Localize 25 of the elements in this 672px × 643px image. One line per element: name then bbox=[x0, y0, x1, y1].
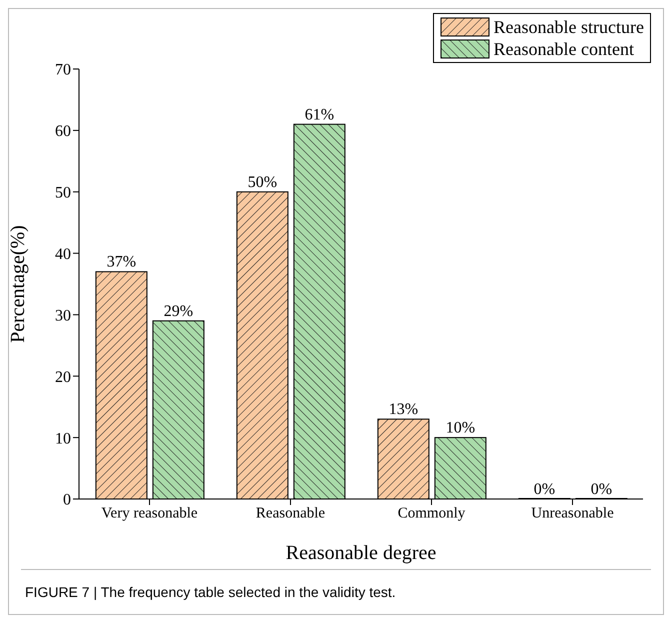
y-tick-label: 0 bbox=[63, 492, 71, 509]
data-label: 0% bbox=[590, 481, 612, 498]
x-tick-label: Reasonable bbox=[256, 506, 326, 522]
x-tick-label: Commonly bbox=[398, 506, 466, 522]
y-tick-label: 40 bbox=[55, 246, 71, 263]
x-axis-title: Reasonable degree bbox=[286, 542, 436, 564]
data-label: 50% bbox=[248, 174, 278, 191]
x-tick-label: Unreasonable bbox=[531, 506, 614, 522]
y-tick-label: 70 bbox=[55, 62, 71, 79]
legend-label: Reasonable structure bbox=[494, 16, 644, 38]
x-tick-label: Very reasonable bbox=[101, 506, 198, 522]
legend-label: Reasonable content bbox=[494, 38, 634, 60]
caption: FIGURE 7 | The frequency table selected in the validity test. bbox=[21, 569, 651, 614]
data-label: 13% bbox=[388, 401, 418, 418]
data-label: 10% bbox=[446, 420, 476, 437]
data-label: 37% bbox=[106, 254, 136, 271]
y-axis-title: Percentage(%) bbox=[7, 225, 30, 343]
y-tick-label: 30 bbox=[55, 307, 71, 324]
data-label: 29% bbox=[164, 302, 194, 320]
y-tick-label: 50 bbox=[55, 184, 71, 202]
y-tick-label: 10 bbox=[55, 430, 71, 448]
y-tick-label: 20 bbox=[55, 368, 71, 386]
y-tick-label: 60 bbox=[55, 123, 71, 140]
data-label: 0% bbox=[534, 481, 556, 498]
data-label: 61% bbox=[304, 106, 334, 124]
